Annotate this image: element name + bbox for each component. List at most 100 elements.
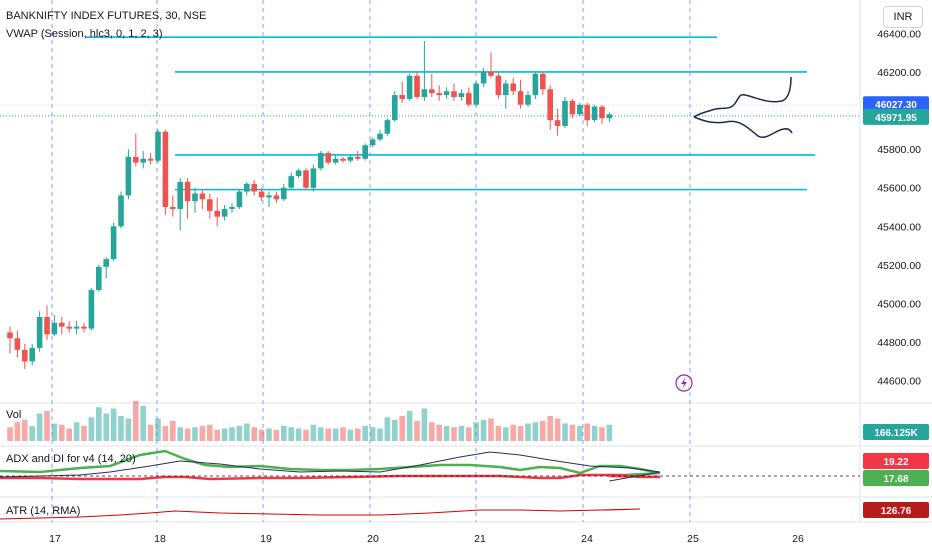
volume-bar xyxy=(510,424,516,441)
candle-body xyxy=(377,133,383,140)
adx-red-value-tag: 19.22 xyxy=(863,453,929,469)
volume-bar xyxy=(73,422,80,441)
candle-body xyxy=(584,104,590,121)
time-tick-label: 21 xyxy=(474,533,486,545)
candle-body xyxy=(207,199,213,211)
volume-bar xyxy=(384,417,391,441)
volume-bar xyxy=(96,407,102,441)
candle-body xyxy=(332,158,339,163)
volume-bar xyxy=(192,427,198,441)
volume-bar xyxy=(488,418,494,441)
candle-body xyxy=(147,158,154,161)
volume-bar xyxy=(369,427,376,441)
volume-bar xyxy=(207,424,213,441)
volume-bar xyxy=(362,426,368,441)
price-tick-label: 45600.00 xyxy=(877,183,921,195)
volume-legend: Vol xyxy=(6,409,21,421)
candle-body xyxy=(466,93,472,105)
axis-tags: 46027.30 45971.95 166.125K 19.22 17.68 126.76 xyxy=(863,96,929,518)
candle-body xyxy=(14,338,21,350)
vwap-price-tag-text: 45971.95 xyxy=(875,113,917,124)
time-tick-label: 25 xyxy=(687,533,699,545)
candle-body xyxy=(458,93,465,97)
volume-bar xyxy=(332,428,339,441)
candle-body xyxy=(221,208,228,217)
candle-body xyxy=(562,100,568,126)
candle-body xyxy=(184,181,191,202)
volume-value-tag-bg xyxy=(863,424,929,440)
candle-body xyxy=(503,83,509,96)
price-tick-label: 46200.00 xyxy=(877,67,921,79)
volume-bar xyxy=(392,419,398,441)
candle-body xyxy=(451,91,457,97)
volume-pane xyxy=(7,401,613,441)
candle-body xyxy=(406,75,413,99)
candle-body xyxy=(214,210,220,217)
volume-bar xyxy=(584,423,590,441)
volume-bar xyxy=(133,401,139,441)
candles-layer xyxy=(7,41,613,370)
volume-bar xyxy=(325,428,331,441)
candle-body xyxy=(295,170,302,177)
volume-bar xyxy=(562,423,568,441)
volume-bar xyxy=(14,422,21,441)
price-tick-label: 45000.00 xyxy=(877,299,921,311)
candle-body xyxy=(51,322,58,335)
volume-bar xyxy=(22,419,28,441)
vwap-legend: VWAP (Session, hlc3, 0, 1, 2, 3) xyxy=(6,28,163,40)
lightning-icon[interactable] xyxy=(675,374,693,392)
currency-selector[interactable]: INR xyxy=(883,6,923,28)
volume-bar xyxy=(340,427,346,441)
price-tick-label: 45800.00 xyxy=(877,144,921,156)
volume-bar xyxy=(110,408,117,441)
candle-body xyxy=(510,83,516,92)
candle-body xyxy=(199,193,206,200)
candle-body xyxy=(88,289,95,329)
candle-body xyxy=(347,156,354,161)
candle-body xyxy=(599,106,605,119)
price-axis[interactable]: 46400.0046200.0046000.0045800.0045600.00… xyxy=(877,28,921,387)
volume-bar xyxy=(399,416,405,441)
candle-body xyxy=(310,168,317,188)
candle-body xyxy=(436,93,442,96)
adx-green-line xyxy=(0,449,661,478)
volume-bar xyxy=(310,424,317,441)
adx-green-value-tag-bg xyxy=(863,470,929,486)
volume-bar xyxy=(214,429,220,441)
candle-body xyxy=(591,106,598,121)
volume-bar xyxy=(229,427,235,441)
time-axis[interactable]: 17 18 19 20 21 24 25 26 xyxy=(49,533,804,545)
volume-bar xyxy=(547,416,553,441)
candle-body xyxy=(44,317,50,335)
last-price-tag: 46027.30 xyxy=(863,96,929,113)
time-tick-label: 18 xyxy=(154,533,166,545)
volume-bar xyxy=(29,426,35,441)
volume-bar xyxy=(295,428,302,441)
atr-value-tag: 126.76 xyxy=(863,502,929,518)
candle-body xyxy=(177,181,183,209)
volume-bar xyxy=(244,423,250,441)
candle-body xyxy=(29,347,35,362)
volume-bar xyxy=(377,428,383,441)
time-tick-label: 17 xyxy=(49,533,61,545)
volume-bar xyxy=(59,424,65,441)
volume-bar xyxy=(177,427,183,441)
candle-body xyxy=(429,89,435,94)
candle-body xyxy=(540,73,546,90)
volume-bar xyxy=(281,426,287,441)
candle-body xyxy=(273,195,280,200)
symbol-title: BANKNIFTY INDEX FUTURES, 30, NSE xyxy=(6,10,206,22)
volume-bar xyxy=(236,426,243,441)
candle-body xyxy=(488,71,494,76)
volume-value-tag-text: 166.125K xyxy=(874,428,918,439)
volume-bar xyxy=(66,428,72,441)
candle-body xyxy=(325,152,331,163)
candle-body xyxy=(251,183,257,192)
atr-value-tag-text: 126.76 xyxy=(881,506,912,517)
candle-body xyxy=(480,71,487,84)
volume-bar xyxy=(221,428,228,441)
candle-body xyxy=(473,83,479,105)
volume-bar xyxy=(429,422,435,441)
candle-body xyxy=(281,187,287,200)
